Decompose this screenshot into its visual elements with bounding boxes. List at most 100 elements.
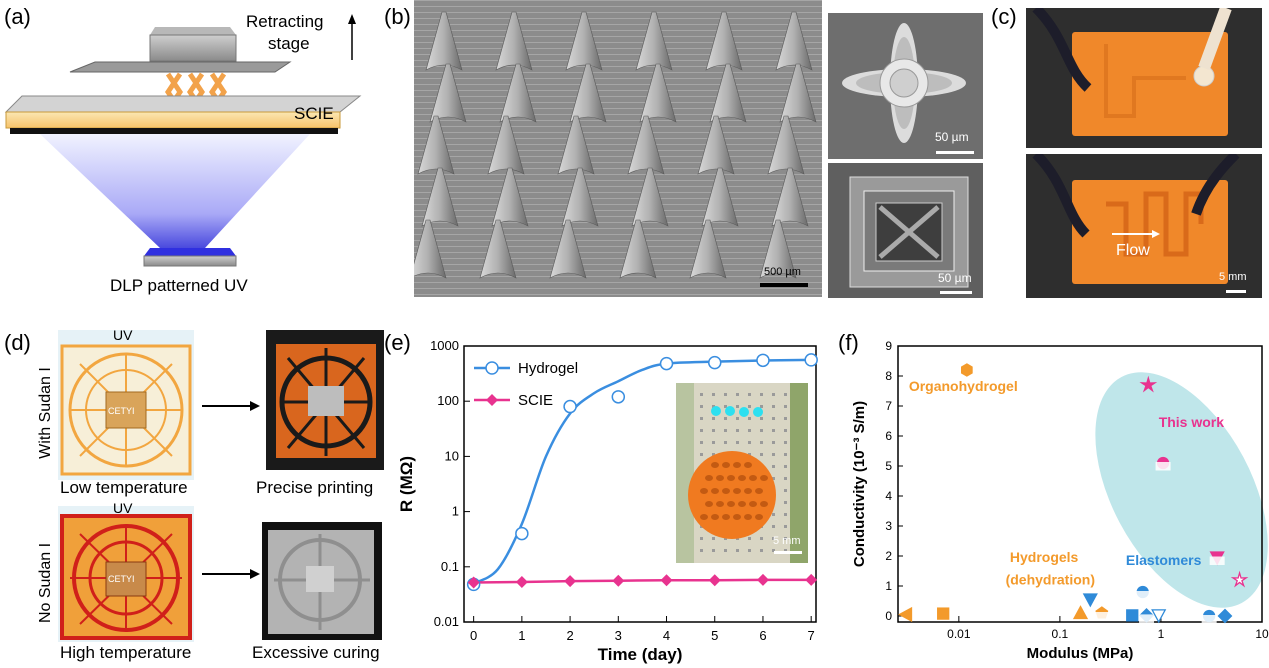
scie-point xyxy=(805,573,818,586)
scatter-point-elastomers xyxy=(1217,608,1233,624)
annotation-dehydration: (dehydration) xyxy=(1006,572,1095,588)
photo-chip-flow: Flow 5 mm xyxy=(1026,154,1262,298)
scatter-point-hydrogels xyxy=(898,606,913,623)
annotation-organohydrogel: Organohydrogel xyxy=(909,378,1018,394)
flow-label: Flow xyxy=(1116,242,1150,259)
hydrogel-point xyxy=(515,526,529,541)
scatter-point-hydrogels xyxy=(1072,605,1089,620)
scie-point xyxy=(467,576,480,589)
scatter-point-hydrogels-half-fill xyxy=(1094,612,1110,621)
x-tick-label-e: 3 xyxy=(615,628,622,643)
y-axis-label-e: R (MΩ) xyxy=(397,456,416,512)
conductivity-vs-modulus-chart: 0.01 0.1 1 10 0 1 2 3 4 5 6 7 8 9 Modulus (MPa) Conduct… xyxy=(851,339,1269,662)
x-tick-label-e: 5 xyxy=(711,628,718,643)
y-tick-label-e: 1000 xyxy=(430,338,459,353)
scatter-point-elastomers-half-fill xyxy=(1139,614,1155,623)
x-tick-label-e: 1 xyxy=(518,628,525,643)
scie-point xyxy=(756,573,769,586)
hydrogel-point xyxy=(804,353,818,367)
seal-text-bottom: CETYI xyxy=(108,574,135,584)
sem-cross-needle: 50 µm xyxy=(828,13,983,159)
sem-square-cup: 50 µm xyxy=(828,163,983,298)
x-tick-label-f: 0.01 xyxy=(947,627,971,641)
legend-label-hydrogel: Hydrogel xyxy=(518,360,578,377)
x-tick-label-e: 0 xyxy=(470,628,477,643)
photo-precise-print xyxy=(266,330,384,470)
this-work-region xyxy=(1095,372,1268,608)
x-tick-label-f: 10 xyxy=(1255,627,1269,641)
scie-point xyxy=(515,576,528,589)
hydrogel-point xyxy=(659,356,674,371)
row-no-sudan: No Sudan I xyxy=(36,526,56,644)
scale-bar-50um-top: 50 µm xyxy=(935,130,969,144)
microneedle-cone xyxy=(759,219,797,279)
y-tick-label-f: 0 xyxy=(885,609,892,623)
scatter-point-this-work-half-fill xyxy=(1209,556,1225,565)
scie-resin-label: SCIE xyxy=(294,104,334,123)
resistance-vs-time-chart: 0 1 2 3 4 5 6 7 0.01 0.1 1 10 100 1000 Time (day) R (MΩ… xyxy=(397,338,818,664)
arrow-bottom xyxy=(202,569,260,579)
x-tick-label-e: 4 xyxy=(663,628,670,643)
y-tick-label-f: 9 xyxy=(885,339,892,353)
stage-label: stage xyxy=(268,34,310,53)
y-axis-label-f: Conductivity (10⁻³ S/m) xyxy=(851,401,868,567)
scale-bar-50um-bottom: 50 µm xyxy=(938,271,972,285)
scie-point xyxy=(564,575,577,588)
y-tick-label-f: 7 xyxy=(885,399,892,413)
scale-bar-500um: 500 µm xyxy=(764,266,801,278)
y-tick-label-f: 6 xyxy=(885,429,892,443)
scatter-point-elastomers xyxy=(1151,609,1167,624)
legend-marker-hydrogel xyxy=(485,361,499,375)
scie-point xyxy=(708,574,721,587)
dlp-uv-label: DLP patterned UV xyxy=(110,276,248,295)
caption-high-temperature: High temperature xyxy=(60,643,192,662)
uv-label-bottom: UV xyxy=(113,500,133,516)
scie-point xyxy=(612,574,625,587)
microneedle-cone xyxy=(619,219,657,279)
photo-excessive-curing xyxy=(262,522,382,640)
y-tick-label-e: 10 xyxy=(445,448,459,463)
pattern-with-sudan: CETYI xyxy=(58,330,194,480)
caption-precise-printing: Precise printing xyxy=(256,478,374,497)
hydrogel-point xyxy=(611,390,626,404)
legend-marker-scie xyxy=(486,394,498,406)
annotation-elastomers: Elastomers xyxy=(1126,552,1202,568)
y-tick-label-f: 3 xyxy=(885,519,892,533)
x-tick-label-e: 6 xyxy=(759,628,766,643)
panel-d-label: (d) xyxy=(4,330,31,355)
panel-b-label: (b) xyxy=(384,4,411,29)
legend-label-scie: SCIE xyxy=(518,392,553,409)
y-tick-label-f: 8 xyxy=(885,369,892,383)
plot-frame-f xyxy=(897,345,1263,623)
scatter-point-elastomers-half-fill xyxy=(1135,591,1151,600)
panel-e-label: (e) xyxy=(384,330,411,355)
scatter-point-this-work xyxy=(1230,570,1249,588)
retracting-label: Retracting xyxy=(246,12,324,31)
microneedle-cone xyxy=(689,219,727,279)
scale-bar-5mm-c: 5 mm xyxy=(1219,271,1247,283)
x-tick-label-f: 0.1 xyxy=(1052,627,1069,641)
x-tick-label-e: 7 xyxy=(808,628,815,643)
dlp-printer-schematic xyxy=(4,14,362,267)
panel-c-label: (c) xyxy=(991,4,1017,29)
x-tick-label-e: 2 xyxy=(566,628,573,643)
hydrogel-point xyxy=(563,399,577,414)
sem-microneedle-array: 500 µm xyxy=(414,0,822,297)
photo-chip-unfilled xyxy=(1026,8,1262,148)
scatter-point-organohydrogel xyxy=(960,363,973,377)
inset-scale-bar-5mm: 5 mm xyxy=(773,535,801,547)
caption-low-temperature: Low temperature xyxy=(60,478,188,497)
y-tick-label-e: 1 xyxy=(452,504,459,519)
annotation-hydrogels: Hydrogels xyxy=(1010,549,1079,565)
microneedle-cone xyxy=(549,219,587,279)
panel-f-label: (f) xyxy=(838,330,859,355)
x-axis-label-e: Time (day) xyxy=(598,645,683,664)
inset-led-sphere-photo: 5 mm xyxy=(676,383,808,563)
pattern-no-sudan: CETYI xyxy=(58,506,194,642)
y-tick-label-f: 5 xyxy=(885,459,892,473)
microneedle-cone xyxy=(414,219,447,279)
row-no-sudan-label: No Sudan I xyxy=(37,542,54,624)
microneedle-array-drawing xyxy=(414,0,822,297)
y-tick-label-f: 2 xyxy=(885,549,892,563)
hydrogel-point xyxy=(707,355,722,370)
